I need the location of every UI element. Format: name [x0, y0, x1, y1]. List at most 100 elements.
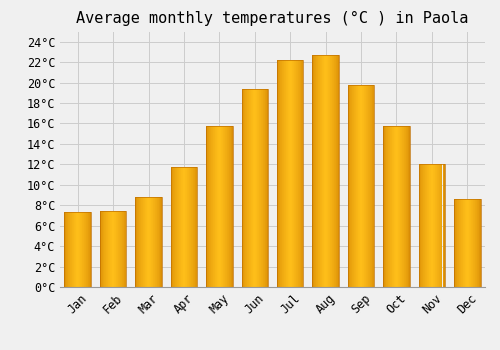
Bar [111, 211, 112, 287]
Bar [408, 126, 409, 287]
Bar [436, 164, 437, 287]
Bar [454, 199, 456, 287]
Bar [208, 126, 209, 287]
Bar [406, 126, 407, 287]
Bar [361, 85, 362, 287]
Bar [418, 164, 420, 287]
Bar [330, 55, 331, 287]
Bar [242, 89, 243, 287]
Bar [255, 89, 256, 287]
Bar [392, 126, 393, 287]
Bar [443, 164, 444, 287]
Bar [109, 211, 110, 287]
Bar [296, 60, 297, 287]
Bar [258, 89, 259, 287]
Bar [139, 197, 140, 287]
Bar [383, 126, 409, 287]
Bar [434, 164, 435, 287]
Bar [244, 89, 245, 287]
Bar [283, 60, 284, 287]
Bar [69, 212, 70, 287]
Bar [188, 167, 190, 287]
Bar [106, 211, 107, 287]
Bar [282, 60, 283, 287]
Bar [397, 126, 398, 287]
Bar [155, 197, 156, 287]
Bar [210, 126, 212, 287]
Bar [396, 126, 397, 287]
Bar [150, 197, 151, 287]
Bar [120, 211, 121, 287]
Bar [142, 197, 143, 287]
Bar [421, 164, 422, 287]
Bar [355, 85, 356, 287]
Bar [206, 126, 233, 287]
Bar [209, 126, 210, 287]
Bar [384, 126, 385, 287]
Bar [387, 126, 388, 287]
Bar [319, 55, 320, 287]
Bar [312, 55, 313, 287]
Bar [280, 60, 281, 287]
Bar [243, 89, 244, 287]
Bar [174, 167, 176, 287]
Bar [140, 197, 141, 287]
Bar [104, 211, 105, 287]
Bar [329, 55, 330, 287]
Bar [438, 164, 439, 287]
Bar [363, 85, 364, 287]
Bar [398, 126, 399, 287]
Bar [478, 199, 479, 287]
Bar [466, 199, 468, 287]
Bar [476, 199, 478, 287]
Bar [289, 60, 290, 287]
Bar [405, 126, 406, 287]
Bar [65, 212, 66, 287]
Bar [73, 212, 74, 287]
Bar [242, 89, 268, 287]
Bar [326, 55, 327, 287]
Bar [407, 126, 408, 287]
Bar [178, 167, 180, 287]
Bar [322, 55, 323, 287]
Bar [348, 85, 349, 287]
Bar [371, 85, 372, 287]
Bar [383, 126, 384, 287]
Bar [102, 211, 103, 287]
Bar [328, 55, 329, 287]
Bar [418, 164, 445, 287]
Bar [327, 55, 328, 287]
Bar [388, 126, 389, 287]
Bar [252, 89, 253, 287]
Bar [298, 60, 299, 287]
Bar [350, 85, 351, 287]
Bar [180, 167, 182, 287]
Bar [105, 211, 106, 287]
Bar [85, 212, 86, 287]
Bar [263, 89, 264, 287]
Bar [121, 211, 122, 287]
Bar [386, 126, 387, 287]
Bar [286, 60, 287, 287]
Bar [218, 126, 220, 287]
Bar [79, 212, 80, 287]
Bar [356, 85, 357, 287]
Bar [468, 199, 469, 287]
Bar [287, 60, 288, 287]
Bar [144, 197, 145, 287]
Bar [354, 85, 355, 287]
Bar [441, 164, 442, 287]
Bar [393, 126, 394, 287]
Bar [148, 197, 149, 287]
Bar [331, 55, 332, 287]
Bar [424, 164, 425, 287]
Bar [435, 164, 436, 287]
Bar [115, 211, 116, 287]
Bar [116, 211, 117, 287]
Bar [351, 85, 352, 287]
Bar [248, 89, 249, 287]
Bar [325, 55, 326, 287]
Bar [158, 197, 159, 287]
Bar [385, 126, 386, 287]
Bar [369, 85, 370, 287]
